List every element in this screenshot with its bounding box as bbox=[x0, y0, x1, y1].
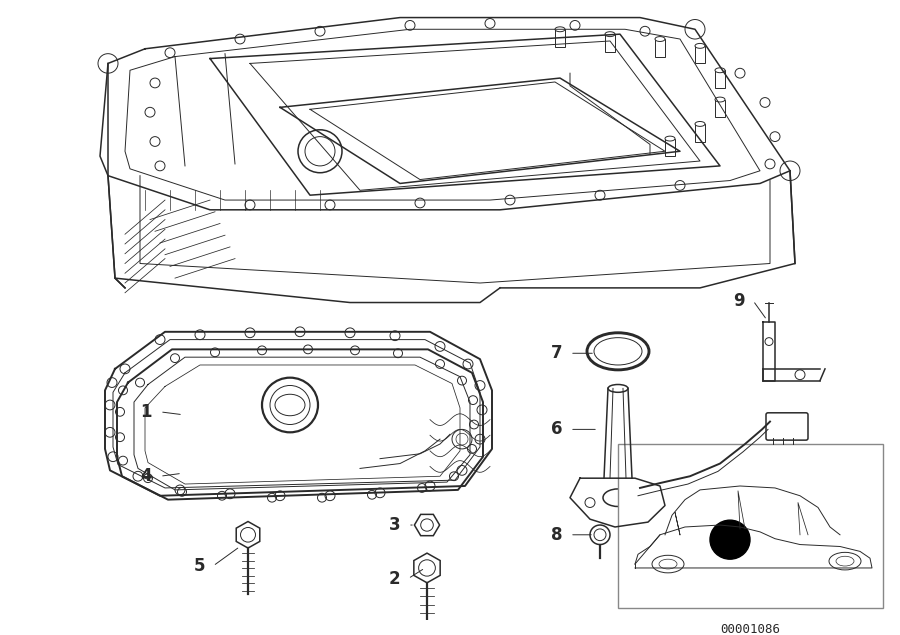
Text: 9: 9 bbox=[734, 291, 745, 310]
Ellipse shape bbox=[715, 97, 725, 102]
FancyBboxPatch shape bbox=[766, 413, 808, 440]
Bar bbox=[715, 100, 725, 117]
Polygon shape bbox=[414, 514, 439, 536]
Text: 7: 7 bbox=[551, 344, 562, 363]
Text: 4: 4 bbox=[140, 467, 152, 485]
Bar bbox=[695, 124, 705, 142]
Bar bbox=[618, 444, 883, 608]
Polygon shape bbox=[414, 553, 440, 583]
Ellipse shape bbox=[715, 68, 725, 72]
Ellipse shape bbox=[695, 43, 705, 48]
Ellipse shape bbox=[652, 555, 684, 573]
Ellipse shape bbox=[608, 385, 628, 392]
Circle shape bbox=[710, 520, 750, 559]
Bar bbox=[605, 34, 615, 51]
Text: 1: 1 bbox=[140, 403, 152, 421]
Bar bbox=[665, 138, 675, 156]
Bar bbox=[655, 39, 665, 57]
Text: 8: 8 bbox=[551, 526, 562, 544]
Ellipse shape bbox=[555, 27, 565, 32]
Text: 3: 3 bbox=[389, 516, 400, 534]
Text: 5: 5 bbox=[194, 557, 205, 575]
Text: 2: 2 bbox=[389, 570, 400, 588]
Ellipse shape bbox=[665, 136, 675, 141]
Bar bbox=[715, 70, 725, 88]
Ellipse shape bbox=[829, 552, 861, 570]
Ellipse shape bbox=[605, 32, 615, 37]
Polygon shape bbox=[236, 521, 260, 548]
Text: 00001086: 00001086 bbox=[720, 623, 780, 635]
Ellipse shape bbox=[695, 121, 705, 126]
Ellipse shape bbox=[655, 37, 665, 41]
Bar bbox=[695, 46, 705, 64]
Bar bbox=[555, 29, 565, 47]
Text: 6: 6 bbox=[551, 420, 562, 438]
